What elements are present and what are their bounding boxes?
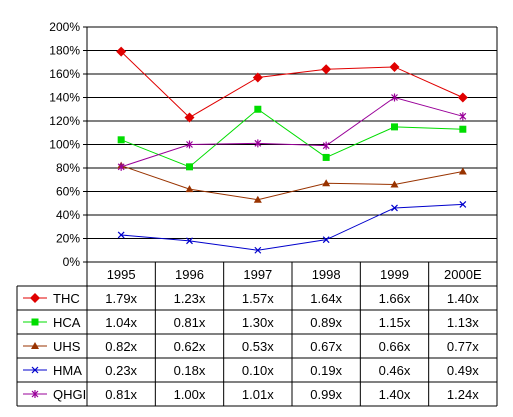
x-tick-label: 2000E bbox=[444, 267, 482, 282]
series-line-qhgi bbox=[121, 96, 463, 168]
legend-label-qhgi: QHGI bbox=[53, 387, 86, 402]
series-line-hca bbox=[120, 108, 463, 168]
data-point-hma bbox=[117, 231, 125, 239]
data-point-uhs bbox=[390, 180, 399, 188]
series-line-uhs bbox=[121, 165, 463, 201]
data-point-uhs bbox=[185, 185, 194, 193]
table-cell-thc: 1.23x bbox=[174, 291, 206, 306]
table-cell-hma: 0.19x bbox=[310, 363, 342, 378]
legend-marker-thc bbox=[30, 293, 40, 303]
table-cell-thc: 1.40x bbox=[447, 291, 479, 306]
data-point-thc bbox=[389, 61, 400, 72]
data-point-qhgi bbox=[459, 112, 467, 121]
table-cell-uhs: 0.82x bbox=[105, 339, 137, 354]
x-tick-label: 1998 bbox=[312, 267, 341, 282]
data-point-qhgi bbox=[254, 139, 262, 148]
y-tick-label: 40% bbox=[56, 208, 80, 222]
table-cell-hca: 1.13x bbox=[447, 315, 479, 330]
data-point-thc bbox=[252, 72, 263, 83]
table-cell-thc: 1.66x bbox=[379, 291, 411, 306]
data-point-hca bbox=[459, 125, 467, 133]
table-cell-hca: 1.15x bbox=[379, 315, 411, 330]
data-point-hca bbox=[186, 163, 193, 171]
series-lines bbox=[116, 46, 468, 254]
data-point-uhs bbox=[253, 195, 262, 203]
table-cell-qhgi: 1.24x bbox=[447, 387, 479, 402]
data-table: 1995 1996 1997 1998 1999 2000E THC 1.79x 1.23x 1.… bbox=[16, 261, 498, 407]
data-point-uhs bbox=[458, 167, 467, 175]
y-tick-label: 180% bbox=[49, 44, 80, 58]
data-point-thc bbox=[457, 92, 468, 103]
table-cell-qhgi: 1.00x bbox=[174, 387, 206, 402]
legend-marker-hma bbox=[31, 366, 39, 374]
y-tick-label: 100% bbox=[49, 138, 80, 152]
data-point-qhgi bbox=[186, 140, 193, 149]
legend-marker-qhgi bbox=[31, 390, 39, 398]
table-cell-uhs: 0.67x bbox=[310, 339, 342, 354]
legend-label-uhs: UHS bbox=[53, 339, 81, 354]
table-cell-uhs: 0.77x bbox=[447, 339, 479, 354]
table-cell-hma: 0.46x bbox=[379, 363, 411, 378]
data-point-uhs bbox=[322, 179, 331, 187]
table-cell-thc: 1.64x bbox=[310, 291, 342, 306]
data-point-hma bbox=[391, 204, 398, 212]
table-cell-hca: 0.89x bbox=[310, 315, 342, 330]
data-point-hca bbox=[117, 136, 125, 144]
table-cell-qhgi: 1.40x bbox=[379, 387, 411, 402]
series-line-thc bbox=[120, 51, 464, 119]
legend-marker-uhs bbox=[31, 342, 39, 349]
data-point-thc bbox=[321, 64, 332, 75]
x-tick-label: 1997 bbox=[243, 267, 272, 282]
x-tick-label: 1995 bbox=[107, 267, 136, 282]
y-tick-label: 140% bbox=[49, 91, 80, 105]
data-point-hca bbox=[254, 105, 262, 113]
table-cell-uhs: 0.62x bbox=[174, 339, 206, 354]
table-cell-hca: 1.04x bbox=[105, 315, 137, 330]
table-cell-qhgi: 0.81x bbox=[105, 387, 137, 402]
data-point-hca bbox=[322, 153, 330, 161]
y-tick-label: 120% bbox=[49, 114, 80, 128]
table-cell-hma: 0.18x bbox=[174, 363, 206, 378]
y-tick-label: 20% bbox=[56, 232, 80, 246]
table-cell-hma: 0.49x bbox=[447, 363, 479, 378]
table-cell-uhs: 0.66x bbox=[379, 339, 411, 354]
data-point-thc bbox=[116, 46, 127, 57]
table-cell-thc: 1.79x bbox=[105, 291, 137, 306]
y-axis: 0% 20% 40% 60% 80% 100% 120% 140% 160% 180% 200% bbox=[49, 20, 87, 269]
data-point-qhgi bbox=[322, 141, 330, 150]
legend-label-thc: THC bbox=[53, 291, 80, 306]
table-cell-thc: 1.57x bbox=[242, 291, 274, 306]
table-cell-hca: 0.81x bbox=[174, 315, 206, 330]
data-point-hma bbox=[254, 246, 262, 254]
x-tick-label: 1996 bbox=[175, 267, 204, 282]
y-tick-label: 80% bbox=[56, 161, 80, 175]
table-cell-hma: 0.10x bbox=[242, 363, 274, 378]
y-tick-label: 200% bbox=[49, 20, 80, 34]
table-cell-hma: 0.23x bbox=[105, 363, 137, 378]
series-line-hma bbox=[121, 203, 463, 251]
table-cell-hca: 1.30x bbox=[242, 315, 274, 330]
y-tick-label: 60% bbox=[56, 185, 80, 199]
data-point-qhgi bbox=[391, 93, 398, 102]
table-cell-qhgi: 1.01x bbox=[242, 387, 274, 402]
legend-marker-hca bbox=[31, 318, 39, 326]
legend-label-hca: HCA bbox=[53, 315, 81, 330]
data-point-qhgi bbox=[117, 162, 125, 171]
legend-label-hma: HMA bbox=[53, 363, 82, 378]
data-point-hma bbox=[459, 201, 467, 208]
data-point-thc bbox=[184, 112, 195, 123]
table-cell-qhgi: 0.99x bbox=[310, 387, 342, 402]
data-point-hma bbox=[322, 236, 330, 244]
y-tick-label: 0% bbox=[63, 255, 81, 269]
y-tick-label: 160% bbox=[49, 67, 80, 81]
table-cell-uhs: 0.53x bbox=[242, 339, 274, 354]
data-point-hca bbox=[391, 123, 398, 131]
data-point-hma bbox=[186, 237, 193, 245]
x-tick-label: 1999 bbox=[380, 267, 409, 282]
